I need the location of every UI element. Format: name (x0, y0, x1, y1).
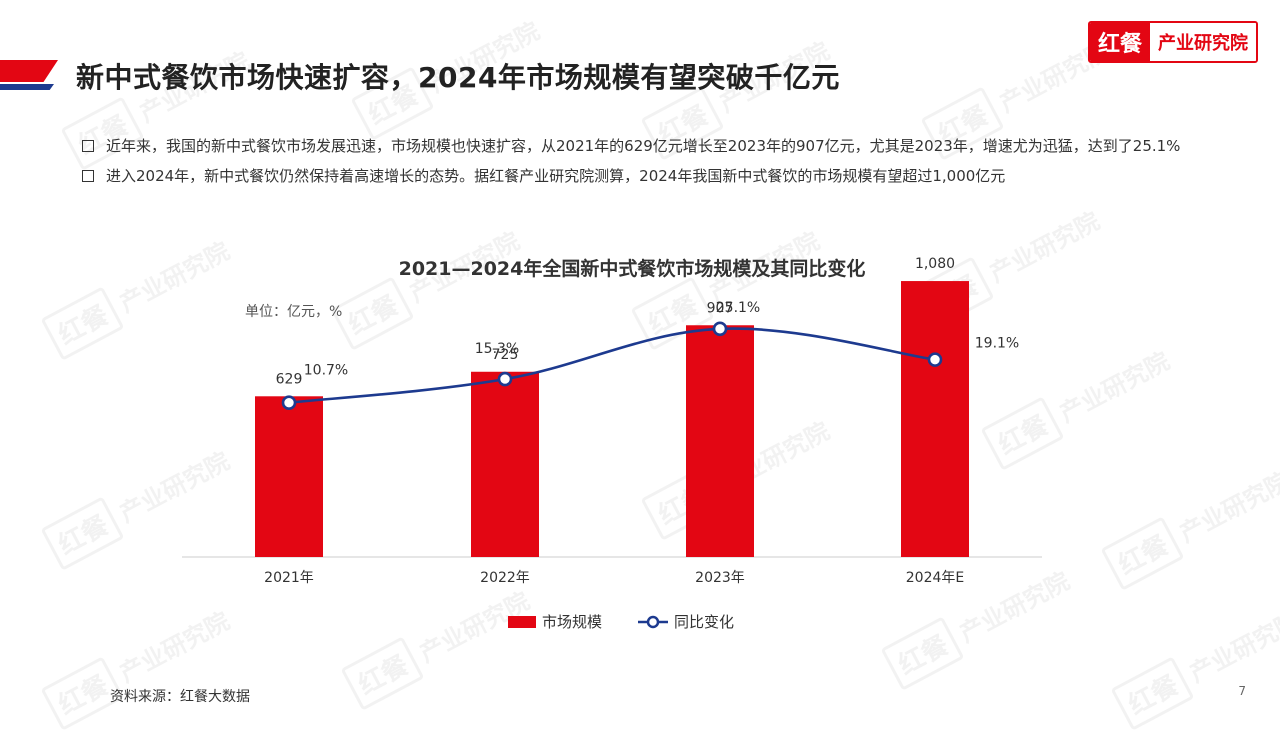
growth-point (712, 321, 728, 337)
brand-logo: 红餐 产业研究院 (1087, 21, 1258, 63)
page-number: 7 (1238, 684, 1246, 698)
chart-legend: 市场规模 同比变化 (508, 611, 734, 632)
logo-text: 产业研究院 (1150, 23, 1256, 61)
legend-label: 同比变化 (674, 613, 735, 631)
bar-2024年E (901, 281, 969, 557)
square-bullet-icon (82, 140, 94, 152)
bullet-text: 进入2024年，新中式餐饮仍然保持着高速增长的态势。据红餐产业研究院测算，202… (106, 167, 1006, 185)
bar-value-label: 1,080 (915, 256, 955, 272)
growth-value-label: 15.3% (475, 341, 519, 357)
growth-value-label: 19.1% (975, 336, 1019, 352)
bullet-text: 近年来，我国的新中式餐饮市场发展迅速，市场规模也快速扩容，从2021年的629亿… (106, 137, 1181, 155)
growth-point (927, 352, 943, 367)
bullet-list: 近年来，我国的新中式餐饮市场发展迅速，市场规模也快速扩容，从2021年的629亿… (80, 136, 1200, 196)
page-title: 新中式餐饮市场快速扩容，2024年市场规模有望突破千亿元 (76, 61, 840, 94)
x-tick-label: 2022年 (480, 570, 530, 586)
growth-value-label: 25.1% (716, 300, 760, 316)
square-bullet-icon (82, 170, 94, 182)
legend-line-swatch (638, 615, 669, 628)
x-tick-label: 2023年 (695, 570, 745, 586)
bar-value-label: 725 (492, 347, 519, 363)
bullet-item: 进入2024年，新中式餐饮仍然保持着高速增长的态势。据红餐产业研究院测算，202… (80, 166, 1200, 186)
bar-2022年 (471, 371, 539, 557)
logo-mark: 红餐 (1089, 23, 1150, 61)
chart-unit-label: 单位：亿元，% (245, 304, 343, 320)
legend-item-bar: 市场规模 (508, 611, 602, 632)
x-tick-label: 2021年 (264, 570, 314, 586)
growth-line (288, 327, 936, 405)
source-note: 资料来源：红餐大数据 (110, 689, 250, 705)
x-tick-label: 2024年E (906, 570, 964, 586)
legend-bar-swatch (508, 615, 536, 628)
header-accent-blue (0, 84, 54, 90)
bar-value-label: 907 (707, 300, 734, 316)
growth-point (281, 395, 297, 411)
growth-value-label: 10.7% (304, 363, 348, 379)
bar-2021年 (255, 396, 323, 557)
header-accent-red (0, 60, 58, 82)
bullet-item: 近年来，我国的新中式餐饮市场发展迅速，市场规模也快速扩容，从2021年的629亿… (80, 136, 1200, 156)
chart-title: 2021—2024年全国新中式餐饮市场规模及其同比变化 (398, 258, 866, 280)
bar-value-label: 629 (276, 371, 303, 387)
legend-label: 市场规模 (542, 613, 603, 631)
legend-item-line: 同比变化 (638, 611, 734, 632)
bar-2023年 (686, 325, 754, 557)
growth-point (497, 371, 513, 387)
